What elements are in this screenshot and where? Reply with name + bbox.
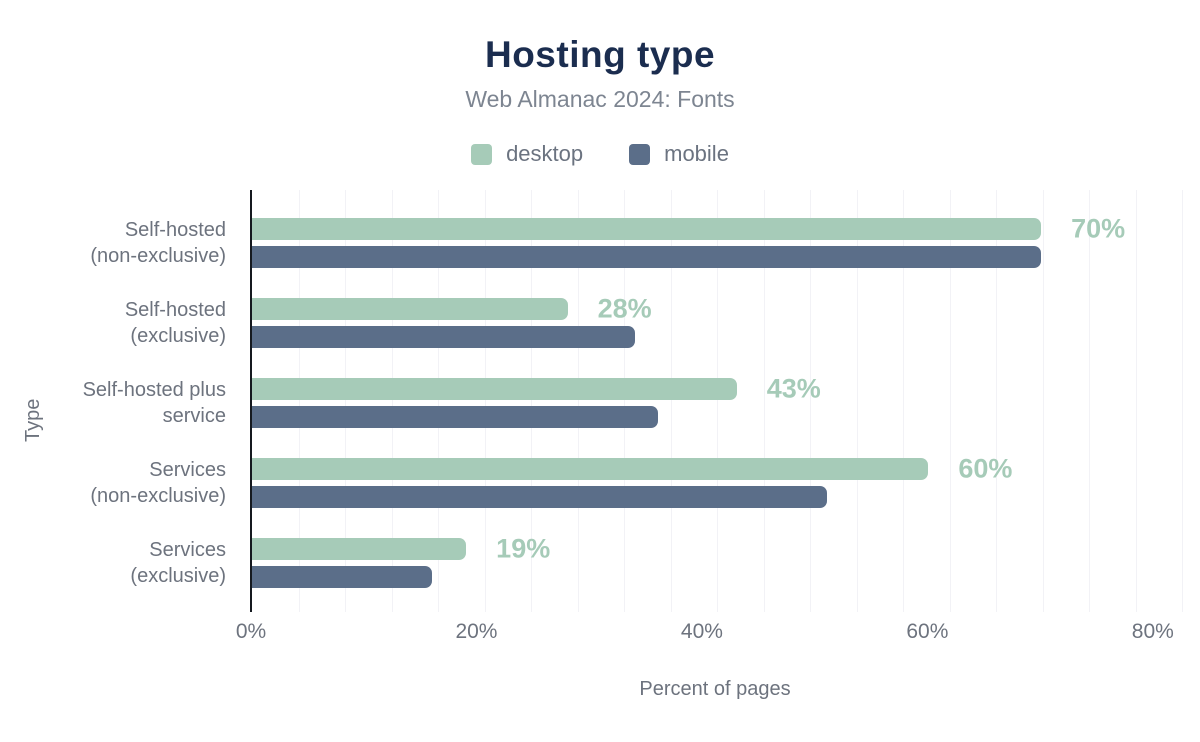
legend-item-mobile[interactable]: mobile [629, 141, 729, 167]
category-label-1: Self-hosted (exclusive) [0, 298, 238, 348]
category-label-line: (non-exclusive) [90, 485, 226, 507]
gridline [949, 190, 951, 612]
legend-swatch-desktop [471, 143, 493, 165]
gridline [903, 190, 904, 612]
category-label-line: Services [149, 459, 226, 481]
gridline [577, 190, 579, 612]
category-label-line: (exclusive) [130, 565, 226, 587]
chart-title: Hosting type [484, 34, 716, 75]
chart-subtitle: Web Almanac 2024: Fonts [465, 86, 735, 112]
bar-desktop-1[interactable] [252, 298, 568, 320]
gridline [996, 190, 997, 612]
bar-mobile-4[interactable] [252, 566, 433, 588]
x-axis-ticks: 0% 20% 40% 60% 80% [236, 620, 1181, 648]
legend-swatch-mobile [629, 143, 651, 165]
legend: desktop mobile [0, 141, 1200, 167]
value-label-2: 43% [766, 373, 821, 404]
category-label-line: (non-exclusive) [90, 245, 226, 267]
bar-mobile-0[interactable] [252, 246, 1042, 268]
value-label-4: 19% [496, 533, 551, 564]
gridline [1042, 190, 1044, 612]
gridline [763, 190, 765, 612]
gridline [298, 190, 300, 612]
value-label-0: 70% [1071, 213, 1126, 244]
gridline [1182, 190, 1183, 612]
category-label-line: Self-hosted [124, 219, 226, 241]
gridline [438, 190, 439, 612]
category-label-line: Self-hosted plus [82, 379, 226, 401]
value-label-1: 28% [597, 293, 652, 324]
bar-desktop-0[interactable] [252, 218, 1042, 240]
category-label-line: service [162, 405, 226, 427]
x-tick-60: 60% [906, 620, 949, 643]
category-label-line: Services [149, 539, 226, 561]
gridline [624, 190, 625, 612]
gridline [856, 190, 858, 612]
gridline [1135, 190, 1137, 612]
bar-mobile-3[interactable] [252, 486, 827, 508]
value-label-3: 60% [958, 453, 1013, 484]
plot-area: 70% 28% 43% 60% 19% [250, 190, 1183, 612]
category-label-2: Self-hosted plus service [0, 378, 238, 428]
x-tick-40: 40% [680, 620, 723, 643]
gridline [810, 190, 811, 612]
bar-desktop-3[interactable] [252, 458, 929, 480]
legend-item-desktop[interactable]: desktop [471, 141, 583, 167]
gridline [391, 190, 393, 612]
bar-desktop-2[interactable] [252, 378, 737, 400]
category-label-line: (exclusive) [130, 325, 226, 347]
category-label-line: Self-hosted [124, 299, 226, 321]
legend-label-desktop: desktop [506, 141, 584, 166]
gridline [670, 190, 672, 612]
category-label-3: Services (non-exclusive) [0, 458, 238, 508]
x-tick-0: 0% [235, 620, 267, 643]
bar-mobile-2[interactable] [252, 406, 658, 428]
bar-mobile-1[interactable] [252, 326, 636, 348]
category-label-0: Self-hosted (non-exclusive) [0, 218, 238, 268]
x-tick-80: 80% [1131, 620, 1174, 643]
bar-desktop-4[interactable] [252, 538, 467, 560]
gridline [717, 190, 718, 612]
x-tick-20: 20% [455, 620, 498, 643]
category-label-4: Services (exclusive) [0, 538, 238, 588]
x-axis-title: Percent of pages [639, 678, 791, 700]
y-axis-labels: Self-hosted (non-exclusive) Self-hosted (ex… [0, 190, 238, 612]
gridline [345, 190, 346, 612]
gridline [484, 190, 486, 612]
legend-label-mobile: mobile [664, 141, 729, 166]
gridline [1089, 190, 1090, 612]
gridline [531, 190, 532, 612]
